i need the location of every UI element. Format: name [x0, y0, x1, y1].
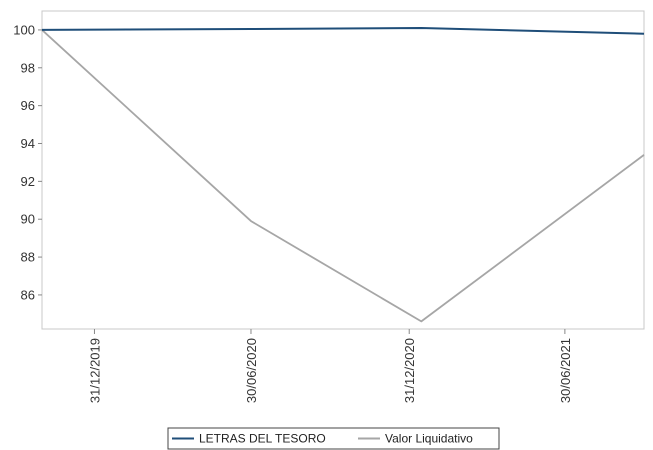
y-tick-label: 90 [21, 212, 35, 227]
legend-box [167, 427, 500, 450]
series-line-0 [41, 27, 645, 35]
y-tick-label: 100 [13, 22, 35, 37]
y-tick-label: 92 [21, 174, 35, 189]
x-tick-label: 30/06/2020 [244, 338, 259, 403]
legend: LETRAS DEL TESORO Valor Liquidativo [167, 427, 500, 450]
series-layer [41, 27, 645, 323]
plot-frame [41, 10, 645, 330]
legend-label: Valor Liquidativo [385, 432, 473, 446]
x-tick-label: 31/12/2019 [87, 338, 102, 403]
y-tick-label: 98 [21, 60, 35, 75]
legend-label: LETRAS DEL TESORO [199, 432, 326, 446]
x-tick-label: 31/12/2020 [402, 338, 417, 403]
y-axis: 86 88 90 92 94 96 98 100 [13, 22, 42, 302]
y-tick-label: 88 [21, 250, 35, 265]
x-axis: 31/12/2019 30/06/2020 31/12/2020 30/06/2021 [87, 329, 573, 403]
series-line-1 [41, 29, 645, 323]
x-tick-label: 30/06/2021 [558, 338, 573, 403]
y-tick-label: 86 [21, 287, 35, 302]
y-tick-label: 94 [21, 136, 35, 151]
y-tick-label: 96 [21, 98, 35, 113]
